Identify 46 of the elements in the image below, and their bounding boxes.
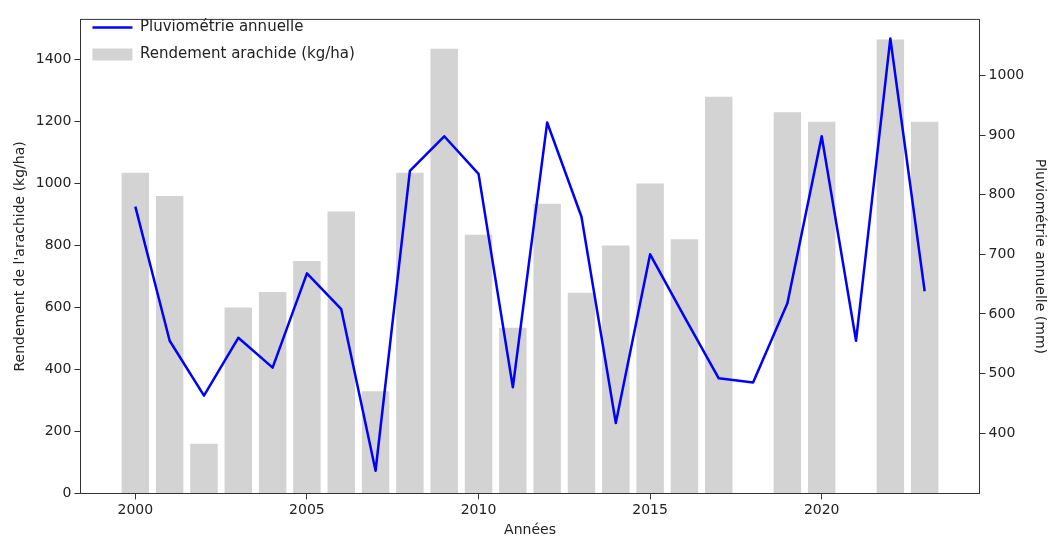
x-tick-label: 2000 [117,501,154,518]
y-tick-label: 0 [62,484,72,501]
bar [499,327,527,493]
legend-label: Pluviométrie annuelle [139,17,304,36]
y-tick-label: 1000 [35,174,72,191]
bar [567,292,596,493]
y-axis-title: Rendement de l'arachide (kg/ha) [11,141,28,372]
y-tick-label: 800 [44,236,72,253]
y2-axis-title: Pluviométrie annuelle (mm) [1032,158,1049,355]
bar [705,96,733,493]
bar [464,234,493,493]
bar [807,121,836,493]
bar [190,443,218,493]
y-tick-label: 1400 [35,50,72,67]
y-tick-label: 600 [44,298,72,315]
bar [327,211,355,493]
bar [876,39,905,493]
y2-tick-label: 400 [988,423,1016,440]
y2-tick-label: 1000 [988,66,1025,83]
y-tick-label: 1200 [35,112,72,129]
y2-tick-label: 500 [988,364,1016,381]
bar [396,172,424,493]
bar [430,48,458,493]
y2-tick-label: 700 [988,244,1016,261]
bar [636,183,664,493]
bar [602,245,630,493]
bar [773,112,802,493]
bar [258,292,287,493]
bar [293,261,321,493]
x-tick-label: 2020 [803,501,840,518]
bar [533,203,561,493]
y2-tick-label: 800 [988,185,1016,202]
x-tick-label: 2015 [632,501,668,518]
bar [155,195,184,493]
y-tick-label: 200 [44,422,72,439]
legend-label: Rendement arachide (kg/ha) [139,44,355,63]
bar [910,121,939,493]
bar [121,172,150,493]
y2-tick-label: 600 [988,304,1016,321]
x-tick-label: 2005 [289,501,325,518]
y2-tick-label: 900 [988,125,1016,142]
x-tick-label: 2010 [460,501,497,518]
bar [670,239,699,493]
y-tick-label: 400 [44,360,72,377]
x-axis-title: Années [504,521,556,538]
bar [224,307,253,493]
